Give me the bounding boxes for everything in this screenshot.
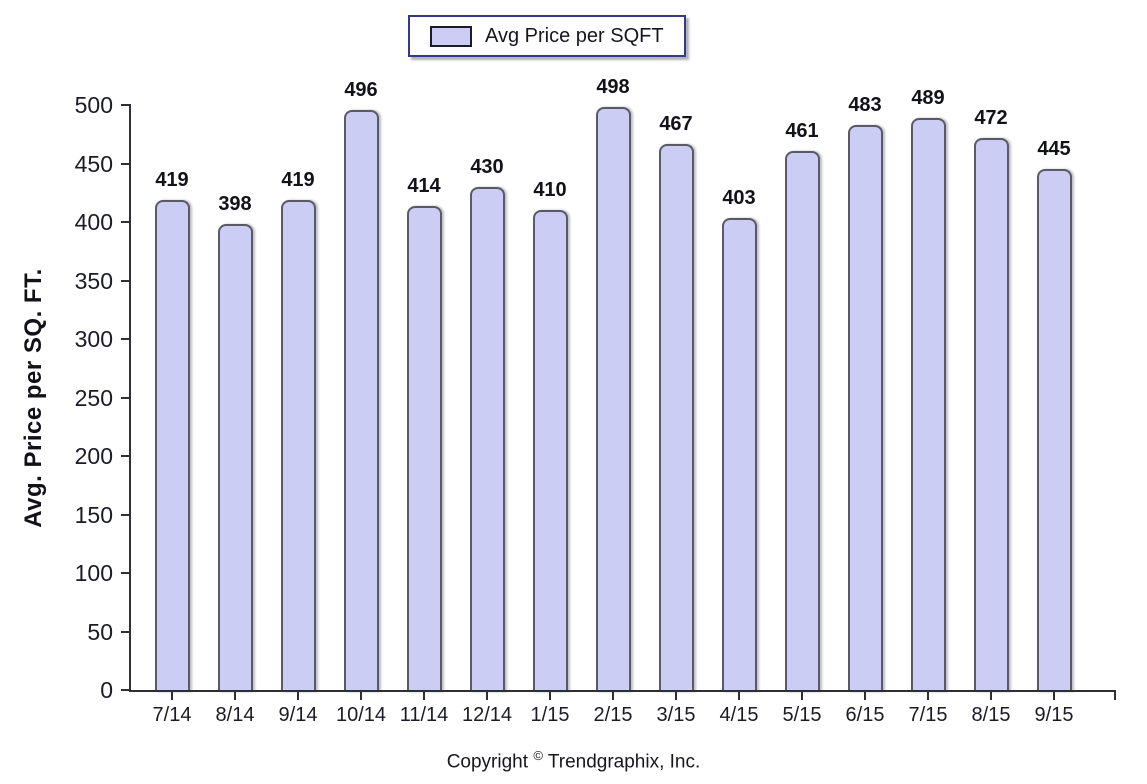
y-tick	[121, 397, 130, 399]
bar-value-label: 461	[785, 120, 819, 142]
bar-value-label: 489	[911, 87, 945, 109]
y-tick-label: 500	[74, 92, 113, 118]
x-tick	[738, 690, 740, 700]
x-tick-label: 4/15	[719, 704, 759, 726]
y-tick	[121, 572, 130, 574]
y-axis-title: Avg. Price per SQ. FT.	[20, 268, 47, 528]
copyright-word: Copyright	[446, 751, 529, 773]
y-tick	[121, 631, 130, 633]
x-tick-label: 8/14	[215, 704, 255, 726]
bar-12-14	[470, 187, 505, 692]
x-tick-label: 8/15	[971, 704, 1011, 726]
y-tick	[121, 280, 130, 282]
y-tick	[121, 455, 130, 457]
x-tick-label: 11/14	[399, 704, 449, 726]
bar-value-label: 414	[407, 175, 441, 197]
x-tick	[171, 690, 173, 700]
bar-10-14	[344, 110, 379, 692]
x-tick	[1053, 690, 1055, 700]
bar-value-label: 498	[596, 76, 630, 98]
bar-value-label: 496	[344, 79, 378, 101]
y-tick	[121, 338, 130, 340]
x-tick-label: 10/14	[335, 704, 387, 726]
x-tick-label: 9/15	[1034, 704, 1074, 726]
x-tick-label: 5/15	[782, 704, 822, 726]
y-tick-label: 450	[74, 151, 113, 177]
bar-value-label: 472	[974, 107, 1008, 129]
legend-label: Avg Price per SQFT	[485, 24, 664, 47]
x-tick-label: 7/14	[152, 704, 192, 726]
bar-9-14	[281, 200, 316, 692]
x-tick	[990, 690, 992, 700]
x-axis-line	[129, 690, 1116, 692]
y-tick	[121, 689, 130, 691]
y-tick	[121, 163, 130, 165]
y-tick	[121, 104, 130, 106]
bar-9-15	[1037, 169, 1072, 692]
x-axis-end-tick	[1114, 690, 1116, 700]
x-tick	[612, 690, 614, 700]
x-tick-label: 6/15	[845, 704, 885, 726]
copyright-symbol: ©	[533, 748, 543, 763]
bar-7-15	[911, 118, 946, 692]
bar-2-15	[596, 107, 631, 692]
x-tick	[549, 690, 551, 700]
x-tick-label: 3/15	[656, 704, 696, 726]
bar-1-15	[533, 210, 568, 692]
bar-5-15	[785, 151, 820, 692]
x-tick	[927, 690, 929, 700]
bar-value-label: 403	[722, 187, 756, 209]
y-axis-line	[129, 104, 131, 692]
bar-6-15	[848, 125, 883, 692]
bar-value-label: 419	[281, 169, 315, 191]
copyright-company: Trendgraphix, Inc.	[547, 751, 701, 773]
x-tick-label: 12/14	[461, 704, 513, 726]
x-tick	[486, 690, 488, 700]
y-tick	[121, 514, 130, 516]
bar-value-label: 430	[470, 156, 504, 178]
y-tick-label: 300	[74, 326, 113, 352]
y-tick-label: 400	[74, 209, 113, 235]
x-tick	[234, 690, 236, 700]
x-tick	[360, 690, 362, 700]
bar-4-15	[722, 218, 757, 692]
x-tick	[864, 690, 866, 700]
bar-value-label: 410	[533, 179, 567, 201]
bar-11-14	[407, 206, 442, 692]
bar-8-15	[974, 138, 1009, 692]
y-tick	[121, 221, 130, 223]
x-tick	[675, 690, 677, 700]
y-tick-label: 50	[87, 619, 113, 645]
bar-value-label: 467	[659, 113, 693, 135]
y-tick-label: 100	[74, 560, 113, 586]
bar-value-label: 445	[1037, 138, 1071, 160]
y-tick-label: 0	[100, 677, 113, 703]
x-tick	[801, 690, 803, 700]
y-tick-label: 250	[74, 385, 113, 411]
y-tick-label: 150	[74, 502, 113, 528]
bar-value-label: 483	[848, 94, 882, 116]
bar-7-14	[155, 200, 190, 692]
y-tick-label: 200	[74, 443, 113, 469]
x-tick-label: 2/15	[593, 704, 633, 726]
copyright: Copyright © Trendgraphix, Inc.	[0, 748, 1147, 773]
x-tick-label: 1/15	[530, 704, 570, 726]
bar-8-14	[218, 224, 253, 692]
x-tick	[423, 690, 425, 700]
bar-value-label: 398	[218, 193, 252, 215]
bar-value-label: 419	[155, 169, 189, 191]
legend-swatch-icon	[430, 25, 472, 47]
bar-3-15	[659, 144, 694, 692]
x-tick	[297, 690, 299, 700]
x-tick-label: 9/14	[278, 704, 318, 726]
x-tick-label: 7/15	[908, 704, 948, 726]
legend: Avg Price per SQFT	[408, 15, 686, 57]
y-tick-label: 350	[74, 268, 113, 294]
